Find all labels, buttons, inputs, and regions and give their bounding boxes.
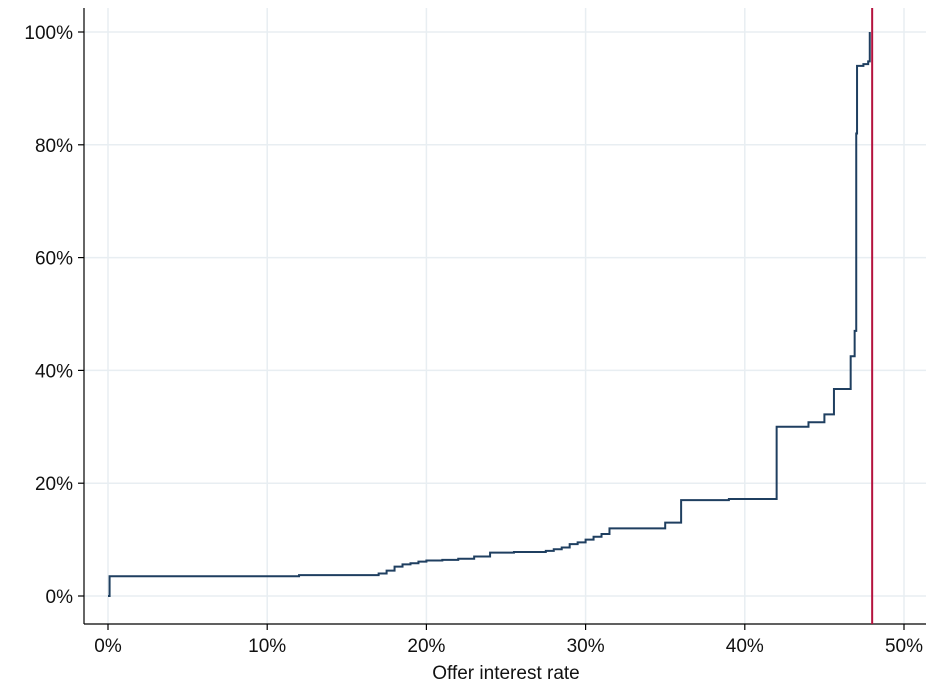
axes bbox=[78, 8, 926, 630]
x-tick-label: 20% bbox=[407, 636, 445, 657]
y-tick-label: 20% bbox=[35, 474, 73, 495]
x-axis-label: Offer interest rate bbox=[432, 663, 580, 684]
x-tick-label: 30% bbox=[567, 636, 605, 657]
x-tick-label: 10% bbox=[248, 636, 286, 657]
plot-area bbox=[108, 8, 874, 624]
x-tick-label: 0% bbox=[94, 636, 122, 657]
x-tick-label: 40% bbox=[726, 636, 764, 657]
y-tick-label: 80% bbox=[35, 136, 73, 157]
grid-lines bbox=[84, 8, 926, 624]
cdf-series-line bbox=[108, 32, 871, 597]
y-tick-label: 100% bbox=[24, 23, 73, 44]
y-tick-label: 0% bbox=[46, 587, 74, 608]
y-tick-label: 60% bbox=[35, 249, 73, 270]
x-tick-label: 50% bbox=[885, 636, 923, 657]
y-tick-label: 40% bbox=[35, 361, 73, 382]
tick-labels: 0% 10% 20% 30% 40% 50% 0% 20% 40% 60% 80% 100% bbox=[24, 23, 923, 657]
